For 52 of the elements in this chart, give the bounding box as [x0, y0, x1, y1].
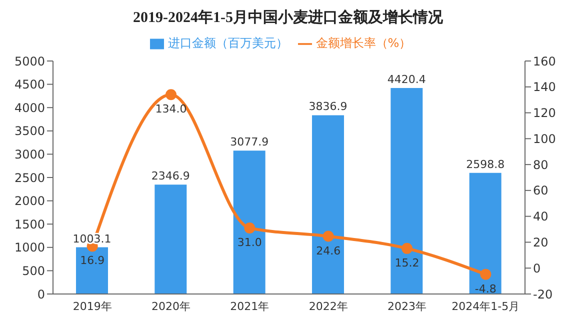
data-label: 134.0	[155, 102, 187, 116]
data-label: 3077.9	[230, 136, 269, 149]
data-label: 2346.9	[151, 170, 190, 183]
y-tick-label: 4000	[14, 100, 45, 115]
x-tick-label: 2019年	[72, 300, 112, 313]
y2-tick-label: 20	[533, 235, 548, 250]
chart-title: 2019-2024年1-5月中国小麦进口金额及增长情况	[132, 8, 444, 28]
y-tick-label: 4500	[14, 78, 45, 92]
data-label: 3836.9	[308, 100, 348, 114]
y-tick-label: 5000	[14, 54, 45, 68]
x-tick-label: 2024年1-5月	[452, 300, 520, 313]
data-label: 31.0	[237, 236, 262, 249]
y-tick-label: 3500	[14, 124, 45, 138]
x-tick-label: 2023年	[388, 300, 426, 313]
data-label: 15.2	[394, 256, 420, 270]
y-tick-label: 1500	[14, 217, 45, 232]
y2-tick-label: 0	[533, 261, 541, 276]
legend-label: 金额增长率（%）	[316, 36, 412, 50]
x-tick-label: 2020年	[152, 300, 190, 313]
point	[322, 230, 334, 242]
bar	[312, 115, 344, 294]
y2-tick-label: 120	[533, 106, 556, 120]
y2-tick-label: 140	[533, 80, 556, 94]
point	[166, 89, 176, 100]
bar	[390, 88, 423, 294]
point	[402, 242, 412, 254]
y-tick-label: 1000	[14, 240, 45, 255]
point	[480, 268, 492, 280]
y2-tick-label: 40	[533, 210, 548, 224]
data-label: 2598.8	[466, 158, 505, 171]
y2-tick-label: 80	[533, 158, 548, 172]
y-tick-label: 500	[22, 264, 45, 278]
y-tick-label: 3000	[14, 147, 45, 162]
y-tick-label: 2500	[14, 170, 45, 185]
bar	[233, 150, 266, 294]
y2-tick-label: 60	[533, 184, 548, 198]
bar	[154, 184, 187, 294]
y-tick-label: 2000	[14, 194, 45, 208]
data-label: 24.6	[316, 244, 341, 258]
bar	[76, 247, 108, 294]
y-tick-label: 0	[37, 287, 45, 302]
x-tick-label: 2022年	[308, 300, 348, 313]
x-tick-label: 2021年	[230, 300, 270, 313]
point	[244, 222, 256, 234]
bar	[469, 172, 502, 294]
y2-tick-label: -20	[533, 287, 553, 302]
y2-tick-label: 160	[533, 54, 556, 68]
data-label: -4.8	[474, 282, 496, 296]
legend-label: 进口金额（百万美元）	[168, 36, 288, 50]
data-label: 4420.4	[387, 73, 426, 86]
data-label: 16.9	[80, 254, 105, 268]
y2-tick-label: 100	[533, 132, 556, 146]
